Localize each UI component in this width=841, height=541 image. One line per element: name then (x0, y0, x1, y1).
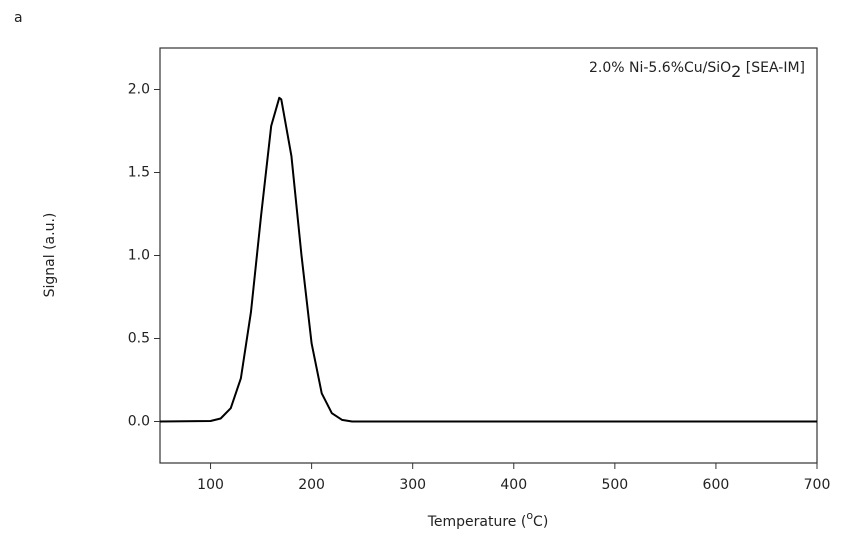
annotation: 2.0% Ni-5.6%Cu/SiO2 [SEA-IM] (589, 60, 805, 81)
x-label-text: C) (533, 514, 548, 530)
y-tick-label: 0.0 (128, 414, 150, 430)
x-axis-label: Temperature (oC) (427, 509, 549, 530)
annotation-subscript: 2 (731, 62, 741, 81)
y-tick-label: 0.5 (128, 331, 150, 347)
x-tick-label: 600 (703, 477, 730, 493)
x-label-superscript: o (526, 509, 533, 522)
line (159, 96, 817, 423)
x-tick-label: 700 (804, 477, 831, 493)
plot-frame (159, 47, 818, 464)
x-tick-label: 300 (399, 477, 426, 493)
y-tick-label: 1.0 (128, 248, 150, 264)
x-tick-label: 400 (500, 477, 527, 493)
annotation-text: 2.0% Ni-5.6%Cu/SiO (589, 60, 731, 76)
x-label-text: Temperature ( (427, 514, 527, 530)
panel-label: a (14, 10, 23, 26)
x-tick-label: 100 (197, 477, 224, 493)
annotation-text: [SEA-IM] (741, 60, 805, 76)
y-tick-label: 2.0 (128, 82, 150, 98)
x-tick-label: 500 (601, 477, 628, 493)
y-tick-label: 1.5 (128, 165, 150, 181)
y-axis-label: Signal (a.u.) (42, 213, 58, 298)
x-tick-label: 200 (298, 477, 325, 493)
